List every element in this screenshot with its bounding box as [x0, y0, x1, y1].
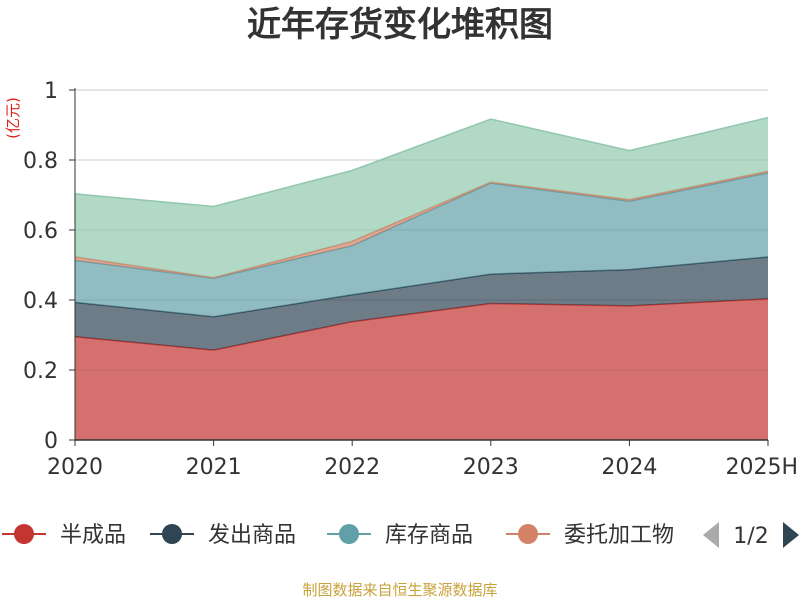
legend-item[interactable]: 发出商品: [150, 523, 296, 548]
legend-marker-icon: [162, 524, 182, 544]
data-source-note: 制图数据来自恒生聚源数据库: [302, 581, 497, 599]
area-series-0: [75, 298, 768, 440]
y-tick-label: 0.6: [23, 219, 58, 244]
legend-item[interactable]: 半成品: [2, 523, 126, 548]
x-tick-label: 2024: [601, 455, 657, 480]
legend-prev-icon[interactable]: [703, 522, 719, 548]
x-tick-labels: 2020 2021 2022 2023 2024 2025H: [47, 440, 798, 480]
legend-label: 委托加工物: [564, 523, 674, 548]
series-line-4: [74, 116, 769, 208]
y-tick-label: 0.8: [23, 149, 58, 174]
axes: [74, 88, 768, 441]
legend-label: 库存商品: [385, 523, 473, 548]
legend-marker-icon: [339, 524, 359, 544]
legend-pager: 1/2: [703, 522, 799, 549]
chart-title: 近年存货变化堆积图: [247, 5, 553, 45]
x-tick-label: 2025H: [725, 455, 798, 480]
legend-marker-icon: [14, 524, 34, 544]
x-tick-label: 2021: [186, 455, 242, 480]
x-tick-label: 2023: [463, 455, 519, 480]
legend[interactable]: 半成品 发出商品 库存商品 委托加工物: [2, 523, 674, 548]
plot-areas: [74, 116, 769, 440]
legend-next-icon[interactable]: [783, 522, 799, 548]
legend-label: 半成品: [60, 523, 126, 548]
y-tick-label: 0.4: [23, 289, 58, 314]
y-tick-label: 0.2: [23, 359, 58, 384]
legend-label: 发出商品: [208, 523, 296, 548]
y-axis-unit: (亿元): [4, 97, 22, 139]
area-series-1: [75, 256, 768, 351]
y-tick-labels: 0 0.2 0.4 0.6 0.8 1: [23, 79, 75, 454]
y-tick-label: 1: [44, 79, 58, 104]
y-tick-label: 0: [44, 429, 58, 454]
legend-item[interactable]: 库存商品: [327, 523, 473, 548]
legend-marker-icon: [518, 524, 538, 544]
area-series-2: [75, 172, 768, 317]
legend-item[interactable]: 委托加工物: [506, 523, 674, 548]
area-series-4: [75, 117, 768, 278]
legend-page-indicator: 1/2: [733, 524, 768, 549]
x-tick-label: 2020: [47, 455, 103, 480]
x-tick-label: 2022: [324, 455, 380, 480]
